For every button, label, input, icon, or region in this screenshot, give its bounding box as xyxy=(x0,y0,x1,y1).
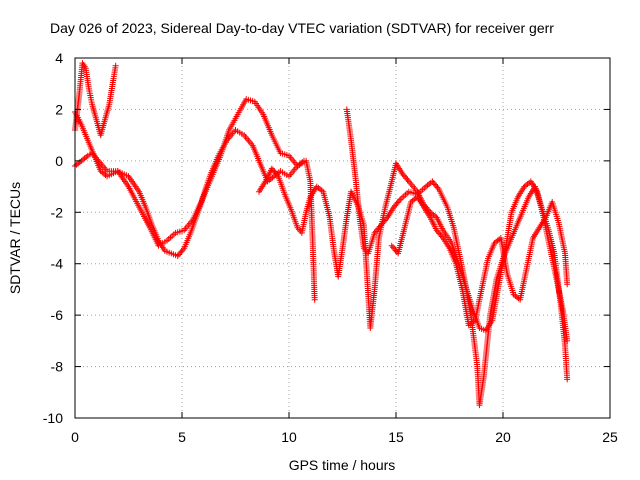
data-point xyxy=(564,376,571,383)
y-tick-label: -6 xyxy=(51,307,64,323)
x-tick-label: 25 xyxy=(602,429,618,445)
y-tick-label: -2 xyxy=(51,204,64,220)
data-point xyxy=(112,62,119,69)
plot-frame xyxy=(74,57,611,419)
x-axis-label: GPS time / hours xyxy=(289,457,396,473)
y-tick-label: 4 xyxy=(55,50,63,66)
y-axis-ticks: -10 -8 -6 -4 -2 0 2 4 xyxy=(43,50,610,426)
y-tick-label: 2 xyxy=(55,101,63,117)
y-axis-label: SDTVAR / TECUs xyxy=(7,182,23,294)
x-tick-label: 20 xyxy=(495,429,511,445)
y-tick-label: -10 xyxy=(43,410,63,426)
y-tick-label: -8 xyxy=(51,359,64,375)
x-tick-label: 10 xyxy=(281,429,297,445)
x-tick-label: 15 xyxy=(388,429,404,445)
x-tick-label: 0 xyxy=(71,429,79,445)
data-point xyxy=(311,296,318,303)
y-tick-label: -4 xyxy=(51,256,64,272)
x-tick-label: 5 xyxy=(178,429,186,445)
data-points xyxy=(72,60,571,409)
y-tick-label: 0 xyxy=(55,153,63,169)
chart-title: Day 026 of 2023, Sidereal Day-to-day VTE… xyxy=(50,20,554,36)
x-axis-ticks: 0 5 10 15 20 25 xyxy=(71,58,618,445)
data-point xyxy=(564,281,571,288)
data-point xyxy=(564,337,571,344)
